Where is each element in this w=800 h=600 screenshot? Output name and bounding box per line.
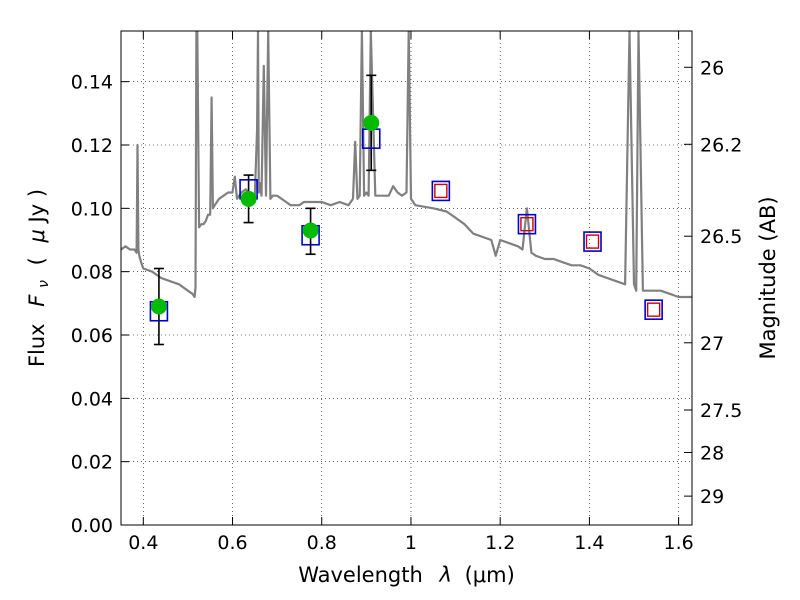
y2-tick-label: 26.2 [700, 134, 742, 156]
y2-tick-label: 29 [700, 486, 724, 508]
x-axis-label: Wavelength λ (μm) [298, 563, 515, 587]
x-tick-label: 0.8 [307, 532, 337, 554]
x-axis-label-unit: (μm) [465, 563, 515, 587]
plot-frame [120, 30, 693, 526]
ticks-layer: 0.4 0.6 0.8 1 1.2 1.4 1.6 0.00 0.02 0.04 0.06 0.08 0… [71, 31, 742, 554]
x-tick-label: 1.2 [485, 532, 515, 554]
prediction-box [520, 216, 534, 232]
spectrum-line [121, 31, 692, 299]
y-axis-label-unit: Jy ) [25, 189, 49, 225]
y-tick-label: 0.02 [71, 452, 113, 474]
prediction-box [585, 234, 600, 249]
y-tick-label: 0.10 [71, 198, 113, 220]
y2-tick-label: 26.5 [700, 226, 742, 248]
model-box [431, 180, 451, 202]
y-axis-label-symbol: F [25, 294, 49, 307]
observed-layer [150, 114, 380, 315]
prediction-box [434, 183, 448, 199]
x-axis-label-prefix: Wavelength [298, 563, 423, 587]
x-tick-label: 0.4 [128, 532, 158, 554]
y-axis-label-prefix: Flux [25, 323, 49, 367]
model-box [644, 299, 663, 320]
y-tick-label: 0.04 [71, 388, 113, 410]
observed-point [302, 222, 319, 239]
prediction-box [646, 302, 661, 317]
y2-tick-label: 27 [700, 333, 724, 355]
x-tick-label: 1 [405, 532, 417, 554]
x-tick-label: 1.6 [664, 532, 694, 554]
model-box [583, 231, 602, 252]
x-tick-label: 1.4 [574, 532, 604, 554]
x-tick-label: 0.6 [217, 532, 247, 554]
y2-axis-label: Magnitude (AB) [756, 196, 780, 359]
observed-point [240, 190, 257, 207]
y-tick-label: 0.00 [71, 515, 113, 537]
y2-tick-label: 27.5 [700, 400, 742, 422]
prediction-layer [434, 183, 661, 317]
y-tick-label: 0.06 [71, 325, 113, 347]
observed-point [150, 298, 167, 315]
y2-tick-label: 26 [700, 57, 724, 79]
y2-tick-label: 28 [700, 442, 724, 464]
observed-point [363, 114, 380, 131]
y-tick-label: 0.12 [71, 135, 113, 157]
y-tick-label: 0.14 [71, 72, 113, 94]
y-axis-label-paren: ( [25, 257, 49, 265]
spectrum-layer [121, 31, 692, 299]
y-axis-label-mu: μ [25, 229, 49, 243]
x-axis-label-symbol: λ [438, 563, 451, 587]
model-box [517, 213, 537, 235]
y-tick-label: 0.08 [71, 262, 113, 284]
y-axis-label: Flux F ν ( μ Jy ) [25, 189, 53, 367]
y-axis-label-subscript: ν [36, 280, 52, 288]
